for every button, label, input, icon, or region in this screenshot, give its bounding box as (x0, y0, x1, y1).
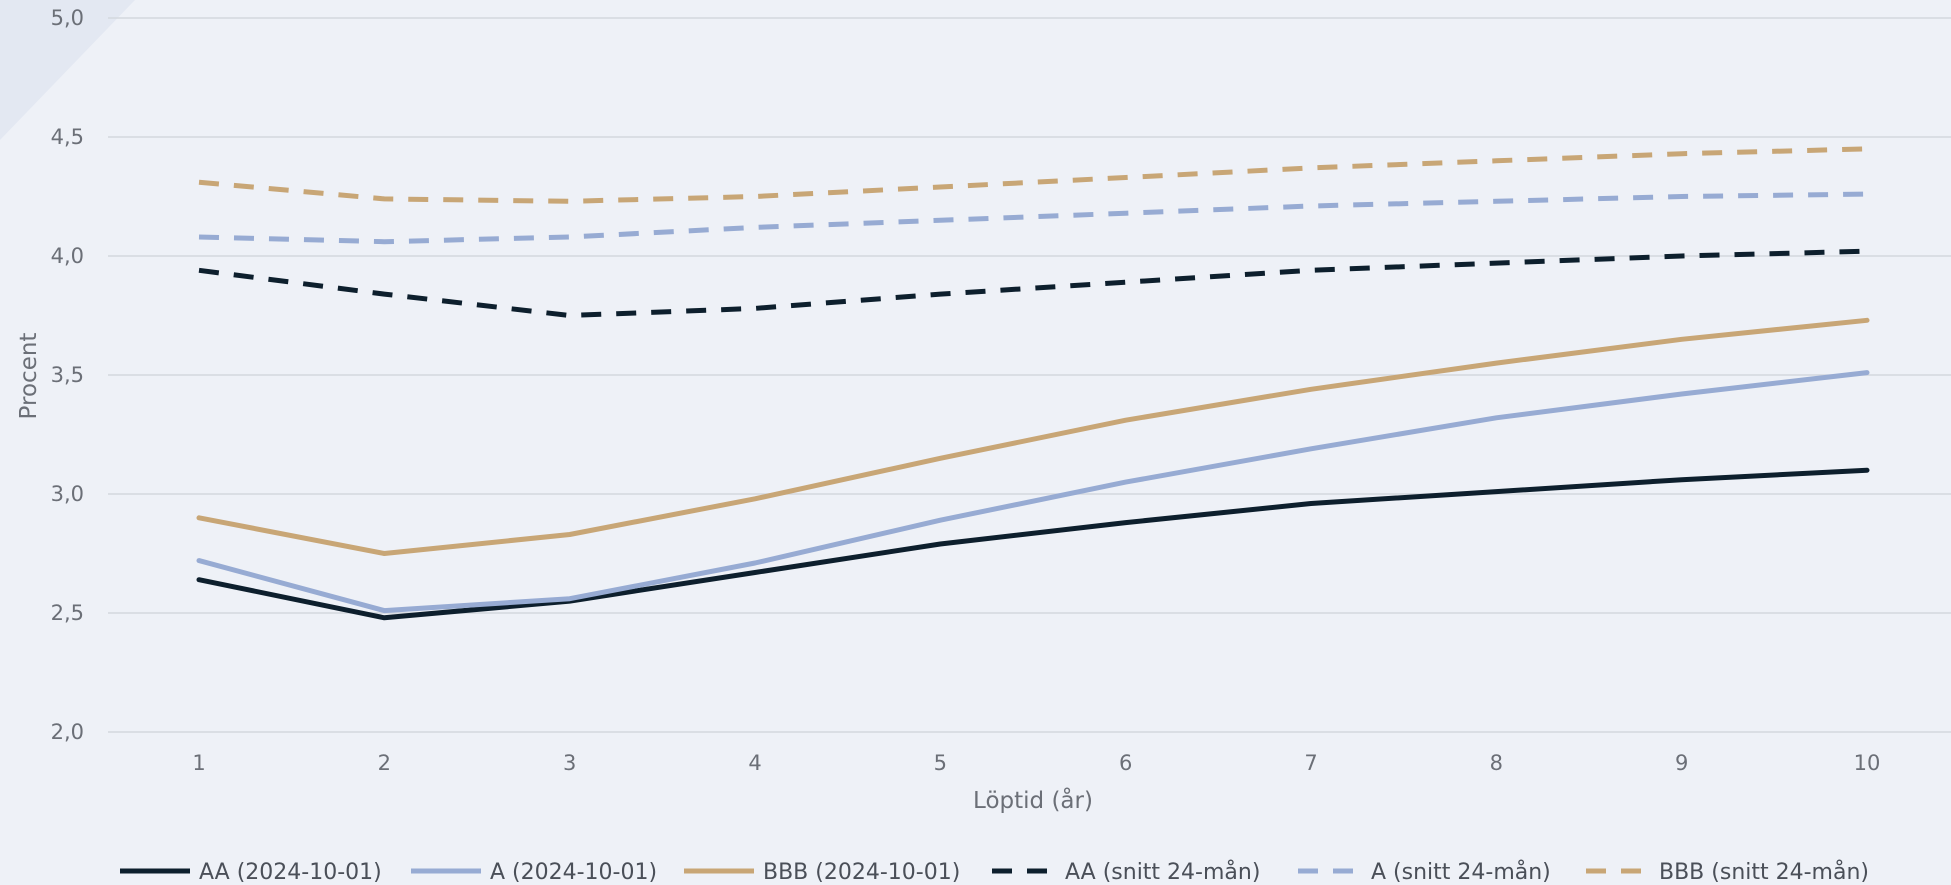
legend: AA (2024-10-01) A (2024-10-01) BBB (2024-1… (120, 859, 1869, 885)
y-tick-label: 2,5 (51, 601, 84, 625)
x-tick-label: 6 (1119, 751, 1132, 775)
series-lines (196, 146, 1870, 621)
x-tick-label: 3 (563, 751, 576, 775)
x-tick-label: 2 (378, 751, 391, 775)
x-axis-ticks: 1 2 3 4 5 6 7 8 9 10 (192, 751, 1880, 775)
series-line (196, 370, 1870, 614)
legend-label: A (snitt 24-mån) (1371, 859, 1551, 885)
series-line (196, 467, 1870, 621)
series-line (196, 317, 1870, 556)
x-tick-label: 8 (1490, 751, 1503, 775)
series-line (198, 248, 1868, 318)
y-tick-label: 5,0 (51, 6, 84, 30)
y-tick-label: 3,0 (51, 482, 84, 506)
y-tick-label: 4,5 (51, 125, 84, 149)
legend-label: BBB (2024-10-01) (763, 860, 960, 885)
y-axis-ticks: 2,0 2,5 3,0 3,5 4,0 4,5 5,0 (51, 6, 84, 744)
corner-decoration (0, 0, 135, 140)
legend-label: A (2024-10-01) (490, 860, 657, 885)
x-tick-label: 10 (1854, 751, 1881, 775)
grid-lines (108, 17, 1951, 733)
y-tick-label: 2,0 (51, 720, 84, 744)
legend-label: AA (2024-10-01) (199, 860, 382, 885)
y-tick-label: 4,0 (51, 244, 84, 268)
x-axis-title: Löptid (år) (973, 786, 1093, 814)
x-tick-label: 1 (192, 751, 205, 775)
y-axis-title: Procent (16, 333, 42, 420)
x-tick-label: 9 (1675, 751, 1688, 775)
x-tick-label: 5 (934, 751, 947, 775)
series-line (198, 146, 1868, 204)
x-tick-label: 4 (748, 751, 761, 775)
legend-label: BBB (snitt 24-mån) (1659, 859, 1869, 885)
y-tick-label: 3,5 (51, 363, 84, 387)
legend-label: AA (snitt 24-mån) (1065, 859, 1260, 885)
x-tick-label: 7 (1304, 751, 1317, 775)
